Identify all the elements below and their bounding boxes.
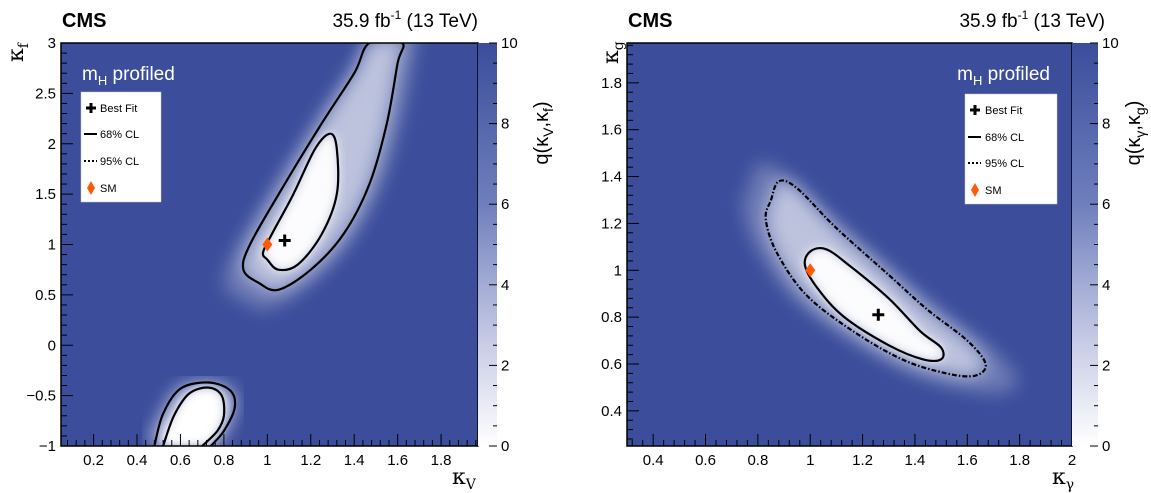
legend-sm-diamond-icon — [971, 183, 979, 197]
x-tick-label: 1.2 — [852, 452, 873, 469]
x-tick-label: 1.4 — [905, 452, 926, 469]
legend-best-fit: Best Fit — [985, 105, 1022, 117]
y-tick-label: 1.8 — [601, 75, 622, 92]
z-tick-label: 4 — [501, 277, 509, 294]
best-fit-point — [278, 234, 291, 247]
x-tick-label: 0.2 — [83, 452, 104, 469]
y-tick-label: 1 — [48, 237, 56, 254]
likelihood-halo — [742, 162, 1018, 394]
legend-sm: SM — [985, 185, 1002, 197]
lumi-label: 35.9 fb-1 (13 TeV) — [959, 8, 1105, 32]
x-axis-label: κV — [452, 465, 477, 493]
z-tick-label: 6 — [1102, 196, 1110, 213]
contour-68-lower-glow — [161, 387, 225, 446]
contour-68-lower — [162, 386, 226, 446]
z-tick-label: 0 — [501, 438, 509, 455]
z-axis-label: q(κγ,κg) — [1123, 101, 1148, 166]
x-tick-label: 1.8 — [1009, 452, 1030, 469]
sm-point — [262, 237, 273, 252]
z-tick-label: 6 — [501, 196, 509, 213]
x-tick-label: 0.8 — [213, 452, 234, 469]
legend-68: 68% CL — [985, 132, 1024, 144]
legend-best-fit: Best Fit — [100, 103, 137, 115]
profiled-label: mH profiled — [957, 64, 1050, 88]
y-tick-label: 1.6 — [601, 122, 622, 139]
experiment-label: CMS — [628, 10, 672, 32]
z-tick-label: 8 — [1102, 116, 1110, 133]
contour-95 — [764, 179, 987, 378]
x-tick-label: 1 — [263, 452, 271, 469]
legend-95: 95% CL — [985, 158, 1024, 170]
x-tick-label: 1.6 — [957, 452, 978, 469]
y-tick-label: 0.4 — [601, 403, 622, 420]
x-tick-label: 1.8 — [431, 452, 452, 469]
z-axis-label: q(κV,κf) — [531, 101, 556, 164]
x-tick-label: 1.6 — [387, 452, 408, 469]
y-tick-label: 2.5 — [35, 85, 56, 102]
right-panel: CMS 35.9 fb-1 (13 TeV) mH profiled Best … — [599, 8, 1148, 493]
profiled-label: mH profiled — [82, 64, 175, 88]
z-tick-label: 10 — [1102, 35, 1119, 52]
y-axis-label: κf — [4, 41, 32, 62]
y-tick-label: 1.4 — [601, 169, 622, 186]
x-axis-label: κγ — [1052, 465, 1074, 493]
legend-best-fit-icon — [86, 103, 96, 113]
legend-sm-diamond-icon — [87, 181, 95, 195]
x-tick-label: 1.4 — [344, 452, 365, 469]
x-tick-label: 1.2 — [300, 452, 321, 469]
x-tick-label: 0.4 — [127, 452, 148, 469]
legend: Best Fit 68% CL 95% CL SM — [964, 93, 1058, 205]
y-tick-label: 1 — [614, 262, 622, 279]
best-fit-point — [872, 308, 885, 321]
contour-95-lower — [153, 381, 237, 446]
left-panel: CMS 35.9 fb-1 (13 TeV) mH profiled Best … — [4, 8, 556, 493]
y-tick-label: 0.8 — [601, 309, 622, 326]
x-tick-label: 0.6 — [170, 452, 191, 469]
legend-box — [964, 93, 1058, 205]
contour-68 — [261, 132, 340, 272]
z-tick-label: 2 — [1102, 357, 1110, 374]
z-colorbar — [1072, 43, 1098, 446]
contour-95 — [241, 43, 405, 292]
likelihood-surface — [742, 162, 1018, 394]
z-tick-label: 4 — [1102, 277, 1110, 294]
y-tick-label: 1.2 — [601, 215, 622, 232]
z-tick-label: 2 — [501, 357, 509, 374]
z-tick-label: 10 — [501, 35, 518, 52]
x-tick-label: 2 — [1068, 452, 1076, 469]
y-axis-label: κg — [599, 41, 627, 64]
y-tick-label: 0.6 — [601, 356, 622, 373]
y-tick-label: −1 — [39, 438, 56, 455]
y-tick-label: 0.5 — [35, 287, 56, 304]
y-tick-label: 0 — [48, 337, 56, 354]
contour-68 — [803, 247, 945, 363]
experiment-label: CMS — [62, 10, 106, 32]
legend-sm: SM — [100, 183, 117, 195]
legend-68: 68% CL — [100, 129, 139, 141]
legend-box — [80, 91, 162, 203]
legend-best-fit-icon — [970, 105, 980, 115]
z-colorbar — [478, 43, 497, 446]
legend-95: 95% CL — [100, 156, 139, 168]
y-tick-label: 2 — [48, 136, 56, 153]
y-tick-label: 1.5 — [35, 186, 56, 203]
lumi-label: 35.9 fb-1 (13 TeV) — [332, 8, 478, 32]
y-tick-label: −0.5 — [26, 388, 56, 405]
x-tick-label: 0.8 — [747, 452, 768, 469]
z-tick-label: 8 — [501, 116, 509, 133]
x-tick-label: 0.4 — [643, 452, 664, 469]
y-tick-label: 3 — [48, 35, 56, 52]
x-tick-label: 1 — [806, 452, 814, 469]
z-tick-label: 0 — [1102, 438, 1110, 455]
sm-point — [805, 263, 816, 278]
legend: Best Fit 68% CL 95% CL SM — [80, 91, 162, 203]
x-tick-label: 0.6 — [695, 452, 716, 469]
